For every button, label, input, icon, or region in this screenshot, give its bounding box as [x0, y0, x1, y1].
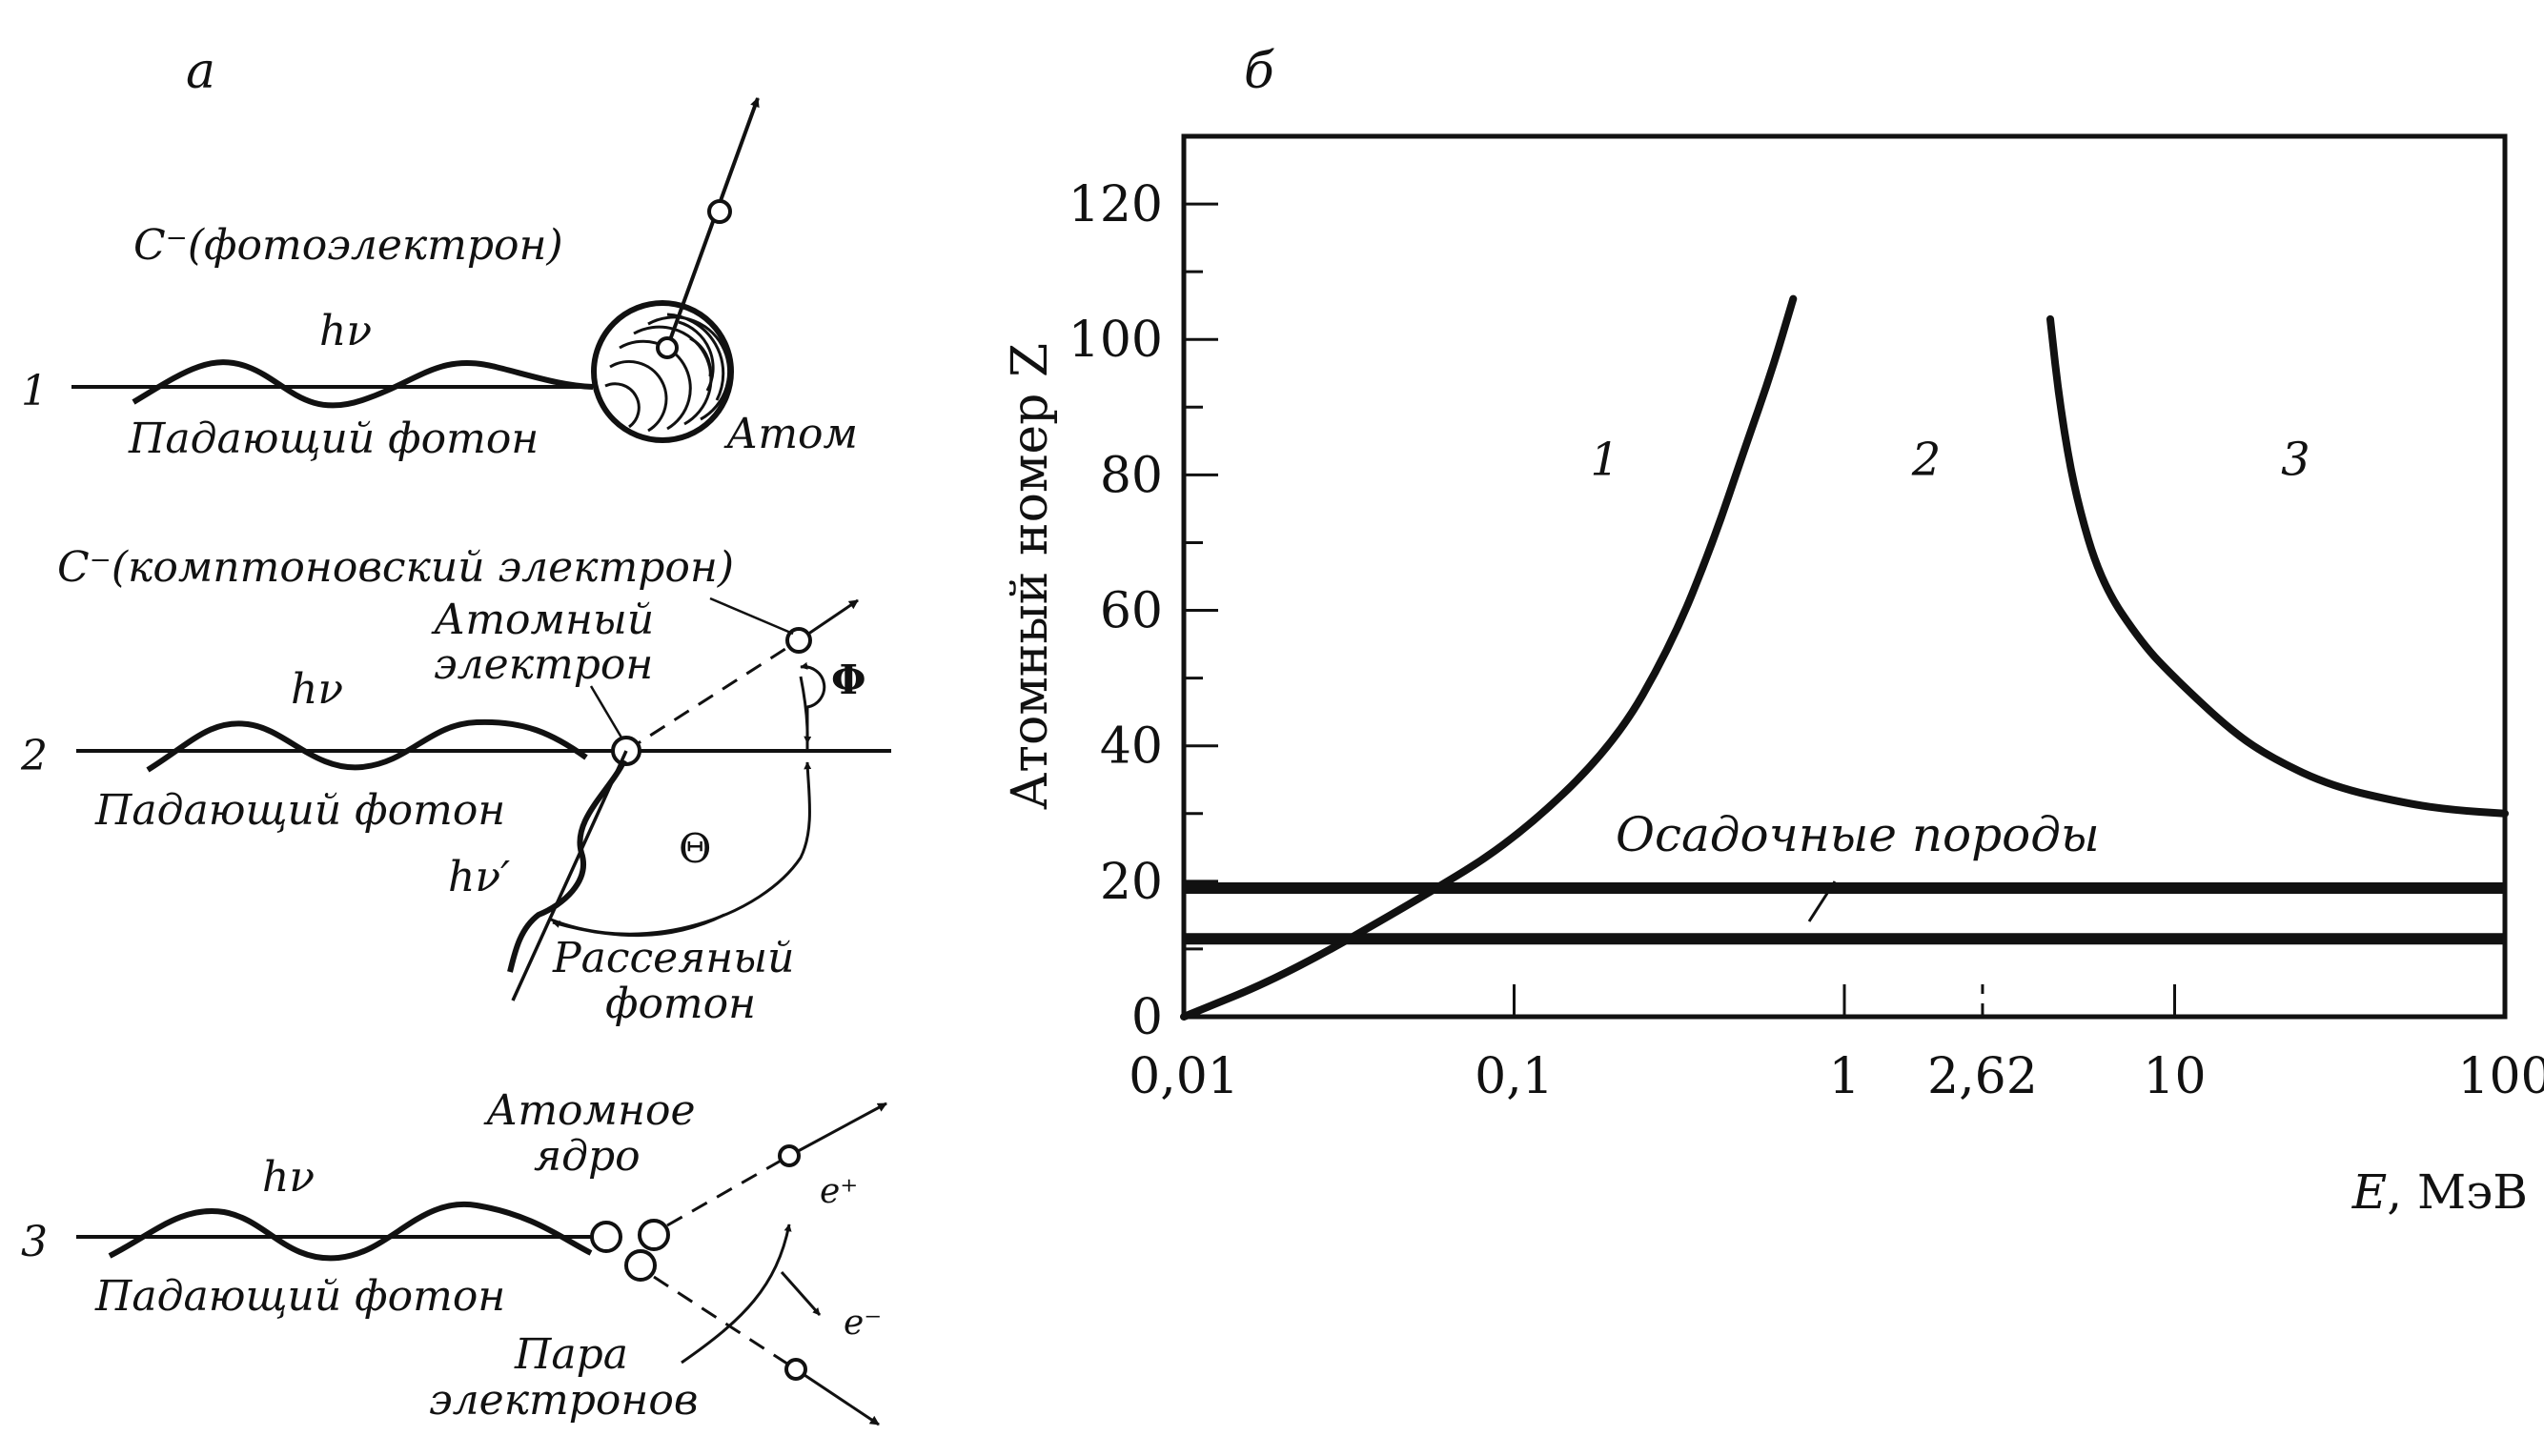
positron-path	[666, 1154, 790, 1227]
compton-electron-leader	[709, 597, 794, 636]
y-tick-label: 60	[1100, 583, 1163, 640]
electron	[784, 1358, 807, 1381]
y-tick-label: 120	[1068, 176, 1163, 233]
boundary-curve-1	[1180, 294, 1798, 1021]
process-2-compton: 2 hν Падающий фотон С⁻(комптоновский эле…	[20, 543, 891, 1028]
incident-photon-wave	[146, 718, 588, 773]
electron-path	[653, 1275, 797, 1371]
region-label-compton: 2	[1911, 433, 1942, 486]
sediment-label: Осадочные породы	[1616, 807, 2100, 862]
x-tick-label: 2,62	[1927, 1048, 2038, 1105]
incident-photon-wave	[108, 1201, 593, 1262]
atomic-electron-label-2: электрон	[434, 640, 653, 689]
panel-b-label: б	[1244, 43, 1274, 100]
scattered-photon-label-2: фотон	[605, 980, 756, 1028]
theta-angle-symbol: Θ	[679, 825, 711, 872]
atom-label: Атом	[723, 410, 858, 458]
y-tick-label: 100	[1068, 312, 1163, 369]
process-2-number: 2	[20, 732, 48, 780]
pair-pointer-electron	[780, 1271, 822, 1316]
scattered-photon-wave	[507, 758, 627, 973]
photon-energy-symbol: hν	[291, 665, 343, 714]
incident-photon-label: Падающий фотон	[94, 1272, 505, 1321]
x-tick-label: 0,01	[1129, 1048, 1239, 1105]
positron-label: e⁺	[820, 1172, 858, 1211]
scattered-photon-label-1: Рассеяный	[552, 934, 794, 982]
compton-electron-label: С⁻(комптоновский электрон)	[57, 543, 734, 592]
scattered-photon-direction	[511, 750, 628, 1001]
positron	[778, 1144, 801, 1167]
atomic-nucleus-1	[590, 1221, 622, 1253]
nucleus-label-1: Атомное	[483, 1086, 696, 1135]
panel-a: а 1 hν Падающий фотон Атом С⁻	[20, 43, 891, 1426]
x-tick-label: 1	[1828, 1048, 1860, 1105]
incident-photon-label: Падающий фотон	[128, 415, 539, 463]
atomic-electron-leader	[589, 685, 623, 738]
sediment-band	[1184, 881, 2505, 945]
incident-photon-wave	[132, 359, 594, 409]
phi-angle-symbol: Φ	[831, 657, 866, 703]
boundary-curve-2	[2046, 314, 2509, 818]
sediment-label-pointer	[1807, 880, 1837, 922]
scattered-photon-energy-symbol: hν′	[448, 853, 510, 901]
photoelectron-label: С⁻(фотоэлектрон)	[133, 221, 563, 270]
region-label-photoelectric: 1	[1590, 433, 1619, 486]
phi-angle-arc-down	[799, 676, 812, 744]
process-1-photoelectric: 1 hν Падающий фотон Атом С⁻(фотоэлектрон…	[21, 97, 858, 463]
photoelectron-origin	[656, 336, 679, 359]
boundary-curves	[1180, 294, 2509, 1021]
nucleus-label-2: ядро	[534, 1132, 641, 1181]
panel-a-label: а	[186, 43, 215, 100]
process-3-number: 3	[21, 1218, 48, 1266]
y-tick-label: 80	[1100, 447, 1163, 504]
atomic-nucleus-3	[624, 1249, 657, 1282]
x-tick-label: 100	[2457, 1048, 2544, 1105]
pair-pointer-positron	[681, 1223, 792, 1365]
photoelectron-track	[665, 97, 760, 349]
y-axis-ticks: 0 20 40 60 80 100 120	[1068, 134, 1218, 1046]
x-tick-label: 0,1	[1475, 1048, 1554, 1105]
photoelectron	[707, 199, 732, 224]
compton-electron	[785, 627, 812, 654]
photon-energy-symbol: hν	[319, 307, 372, 355]
photon-energy-symbol: hν	[262, 1153, 315, 1202]
electron-arrow	[795, 1367, 880, 1426]
compton-electron-path	[625, 638, 800, 753]
positron-arrow	[788, 1102, 887, 1158]
x-tick-label: 10	[2143, 1048, 2206, 1105]
theta-angle-arc-end	[552, 913, 725, 938]
process-3-pair-production: 3 hν Падающий фотон Атомное ядро e⁺ e⁻ П…	[21, 1086, 887, 1426]
atomic-nucleus-2	[638, 1219, 670, 1251]
incident-photon-label: Падающий фотон	[94, 786, 505, 835]
phi-angle-arc-up	[800, 661, 826, 751]
atomic-electron-label-1: Атомный	[431, 596, 654, 644]
x-axis-ticks: 0,01 0,1 1 2,62 10 100	[1129, 984, 2544, 1105]
x-axis-title: E, МэВ	[2351, 1164, 2528, 1220]
y-tick-label: 40	[1100, 718, 1163, 776]
pair-label-1: Пара	[514, 1330, 628, 1379]
region-label-pair: 3	[2281, 433, 2310, 486]
y-tick-label: 20	[1100, 854, 1163, 911]
atom	[591, 300, 734, 443]
y-axis-title: Атомный номер Z	[1002, 343, 1059, 810]
y-tick-label: 0	[1131, 989, 1163, 1046]
electron-label: e⁻	[844, 1304, 882, 1343]
process-1-number: 1	[21, 367, 48, 415]
pair-label-2: электронов	[429, 1376, 698, 1425]
